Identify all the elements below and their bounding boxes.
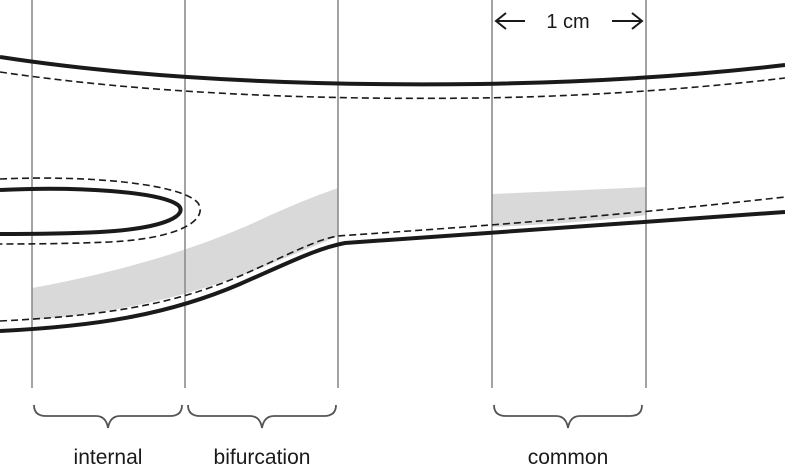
scale-bar-label: 1 cm (546, 11, 589, 33)
external-branch-inner-lumen (0, 177, 201, 245)
vertical-grid-lines (31, 0, 647, 388)
scale-bar-right-arrowhead-icon (631, 12, 644, 30)
section-label-common: common (528, 446, 609, 469)
brace-internal (33, 404, 183, 429)
vessel-inner-lumen-bottom (0, 196, 785, 322)
section-braces (33, 404, 643, 429)
vessel-inner-lumen-top (0, 71, 785, 100)
vessel-outer-wall-top (0, 55, 785, 87)
scale-bar-left-arrowhead-icon (494, 12, 507, 30)
brace-bifurcation (187, 404, 337, 429)
vessel-outer-wall-bottom (0, 210, 785, 333)
external-branch-outer-wall (0, 186, 183, 236)
section-label-internal: internal (74, 446, 143, 469)
brace-common (493, 404, 643, 429)
scale-bar: 1 cm (494, 11, 644, 33)
section-label-bifurcation: bifurcation (214, 446, 311, 469)
plaque-region-common (492, 187, 646, 227)
